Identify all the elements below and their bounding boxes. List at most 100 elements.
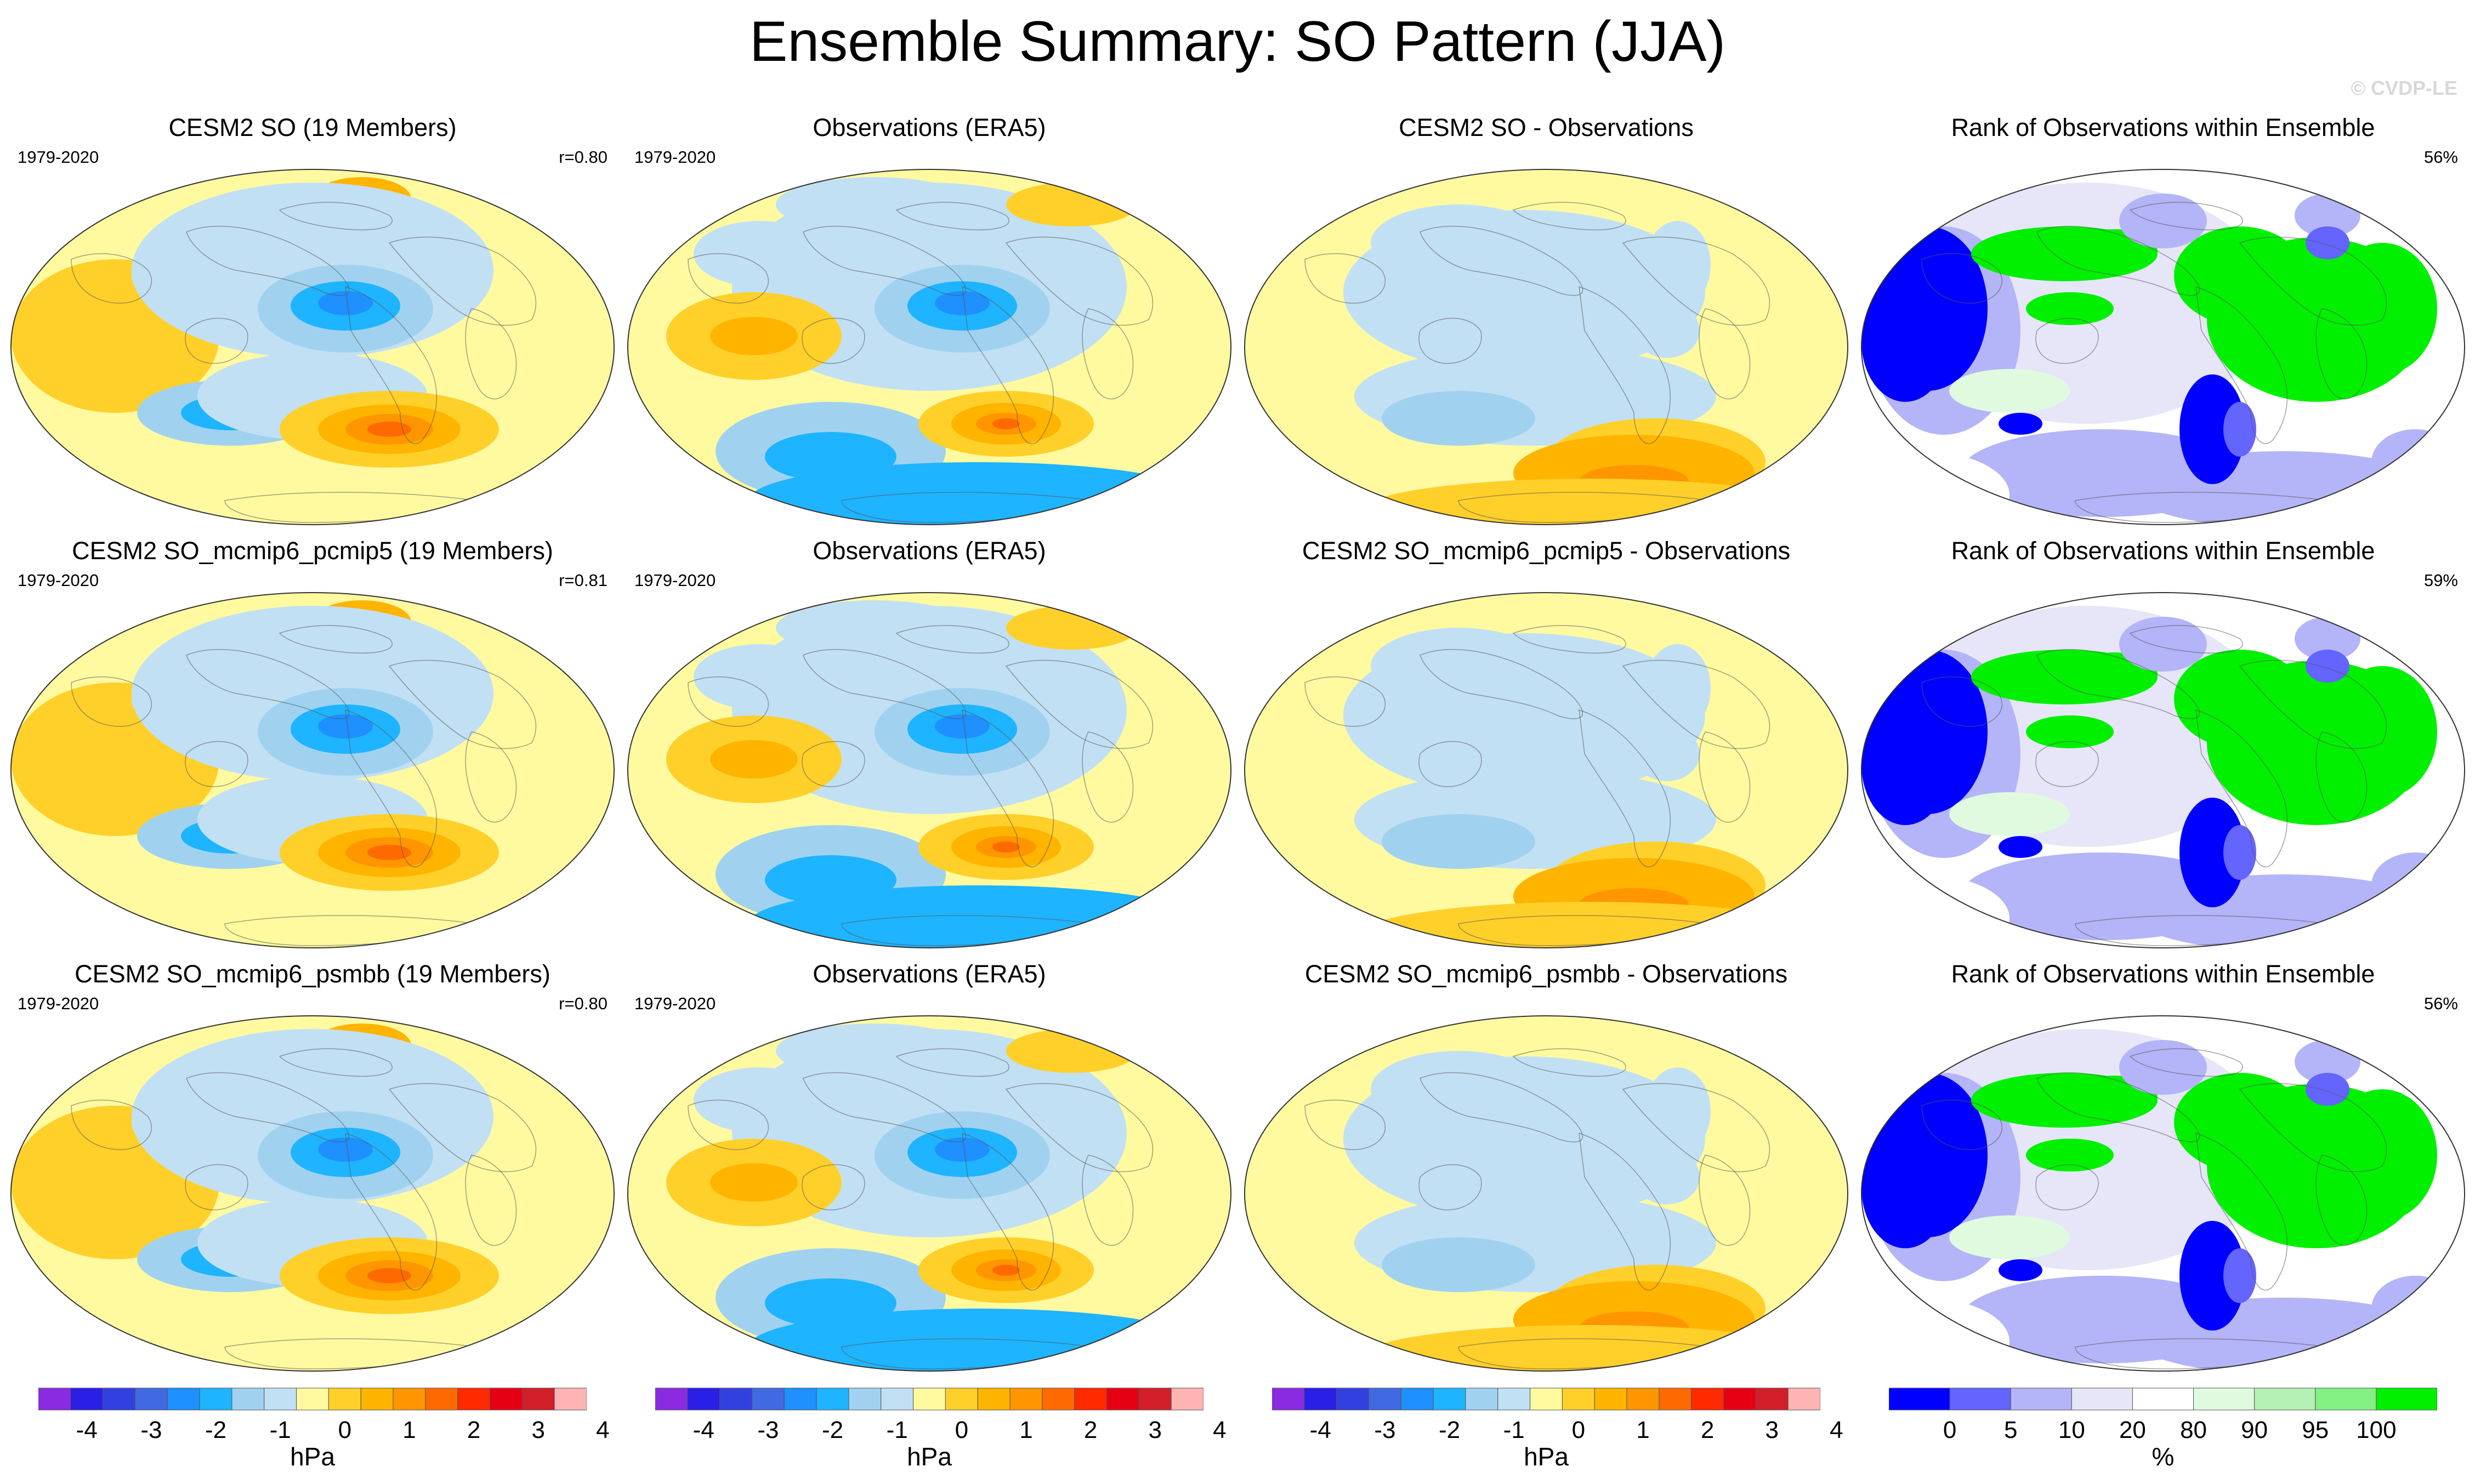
colorbar-tick-label: -1 (269, 1417, 291, 1443)
contour-region-1 (694, 1067, 825, 1133)
colorbar-tick-label: 80 (2180, 1417, 2207, 1443)
colorbar-swatch (134, 1388, 168, 1411)
contour-region-1 (694, 221, 825, 287)
coastline-2 (1579, 1132, 1671, 1290)
contour-region-15 (1006, 183, 1138, 226)
colorbar-tick-label: 95 (2302, 1417, 2329, 1443)
panel-obs-row3: Observations (ERA5) 1979-2020 (622, 959, 1236, 1381)
panel-rank-row3: Rank of Observations within Ensemble 56% (1856, 959, 2470, 1381)
rank-region-6 (2026, 292, 2114, 325)
coastline-0 (185, 1164, 248, 1210)
period-label: 1979-2020 (634, 147, 716, 167)
correlation-label: r=0.80 (559, 147, 608, 167)
contour-region-3 (1634, 726, 1700, 781)
rank-region-3 (1861, 704, 1949, 825)
coastline-5 (1921, 676, 2002, 727)
colorbar-swatch (1691, 1388, 1724, 1411)
colorbar-swatch (1889, 1388, 1950, 1411)
map-diff-row2 (1244, 592, 1848, 948)
panel-diff-row2: CESM2 SO_mcmip6_pcmip5 - Observations (1239, 536, 1853, 958)
rank-percent-label: 56% (2423, 147, 2458, 167)
coastline-5 (71, 1099, 152, 1150)
rank-region-20 (1999, 1259, 2042, 1281)
colorbar-tick-label: 20 (2119, 1417, 2146, 1443)
rank-region-12 (2179, 374, 2245, 484)
coastline-5 (1304, 1099, 1386, 1150)
map-border (627, 592, 1231, 948)
rank-percent-label: 59% (2423, 571, 2458, 590)
coastline-2 (962, 286, 1054, 444)
rank-region-12 (2179, 798, 2245, 907)
colorbar-tick-label: 3 (1765, 1417, 1779, 1443)
coastline-4 (1082, 308, 1134, 400)
coastline-1 (2036, 1072, 2200, 1142)
colorbar-tick-label: -2 (821, 1417, 844, 1443)
contour-region-1 (1371, 1051, 1546, 1128)
rank-region-19 (2371, 429, 2459, 495)
rank-region-15 (2119, 617, 2207, 672)
coastline-0 (1418, 741, 1482, 787)
panel-title: CESM2 SO_mcmip6_pcmip5 - Observations (1302, 537, 1791, 565)
contour-region-6 (935, 291, 990, 315)
coastline-4 (1699, 731, 1751, 823)
panel-model-row2: CESM2 SO_mcmip6_pcmip5 (19 Members) 1979… (5, 536, 620, 958)
contour-region-14 (367, 1268, 411, 1283)
coastline-0 (185, 317, 248, 364)
colorbar-tick-label: -4 (76, 1417, 98, 1443)
contour-region-13 (992, 841, 1020, 852)
panel-obs-row2: Observations (ERA5) 1979-2020 (622, 536, 1236, 958)
coastline-0 (802, 1164, 865, 1210)
coastline-3 (1622, 659, 1770, 749)
colorbar-swatch (2071, 1388, 2133, 1411)
contour-region-9 (1360, 1325, 1820, 1371)
colorbar-swatch (457, 1388, 491, 1411)
panel-diff-row1: CESM2 SO - Observations (1239, 112, 1853, 535)
colorbar-tick-label: 90 (2241, 1417, 2268, 1443)
colorbar-tick-label: 0 (338, 1417, 352, 1443)
coastline-2 (2195, 1132, 2287, 1290)
contour-region-14 (367, 845, 411, 860)
contour-region-10 (132, 248, 208, 303)
colorbar-swatch (977, 1388, 1011, 1411)
coastline-3 (1622, 236, 1770, 326)
colorbar-tick-label: 0 (955, 1417, 969, 1443)
colorbar-model: -4 -3 -2 -1 0 1 2 3 4 hPa (38, 1387, 610, 1475)
coastline-2 (1579, 286, 1671, 444)
colorbar-swatch (38, 1388, 71, 1411)
colorbar-swatch (199, 1388, 232, 1411)
rank-region-14 (1949, 1215, 2070, 1259)
colorbar-swatch (1497, 1388, 1531, 1411)
rank-region-8 (2174, 1073, 2306, 1172)
colorbar-swatch (881, 1388, 914, 1411)
colorbar-tick-label: -1 (886, 1417, 908, 1443)
map-model-row1 (10, 169, 615, 525)
colorbar-tick-label: -2 (205, 1417, 227, 1443)
colorbar-swatch (393, 1388, 426, 1411)
contour-region-9 (1360, 479, 1820, 525)
watermark: © CVDP-LE (2351, 77, 2457, 99)
coastline-3 (2239, 236, 2387, 326)
coastline-2 (1579, 709, 1671, 867)
colorbar-swatch (521, 1388, 555, 1411)
colorbar-swatch (1171, 1388, 1204, 1411)
colorbar-swatch (328, 1388, 361, 1411)
coastline-1 (186, 225, 350, 296)
colorbar-swatch (167, 1388, 200, 1411)
coastline-3 (1622, 1083, 1770, 1173)
coastline-3 (2239, 1083, 2387, 1173)
colorbar-unit: % (2152, 1442, 2175, 1471)
coastline-5 (1304, 253, 1386, 304)
contour-region-9 (1360, 902, 1820, 948)
rank-region-15 (2119, 194, 2207, 248)
coastline-1 (1420, 225, 1583, 296)
panel-title: Observations (ERA5) (813, 960, 1046, 988)
coastline-2 (345, 709, 437, 867)
colorbar-swatch (1787, 1388, 1820, 1411)
colorbar-obs: -4 -3 -2 -1 0 1 2 3 4 hPa (655, 1387, 1227, 1475)
colorbar-swatch (1594, 1388, 1627, 1411)
colorbar-swatch (1949, 1388, 2011, 1411)
colorbar-swatch (103, 1388, 135, 1411)
colorbar-tick-label: -3 (1374, 1417, 1396, 1443)
coastline-6 (2129, 625, 2243, 654)
map-border (1244, 169, 1848, 525)
